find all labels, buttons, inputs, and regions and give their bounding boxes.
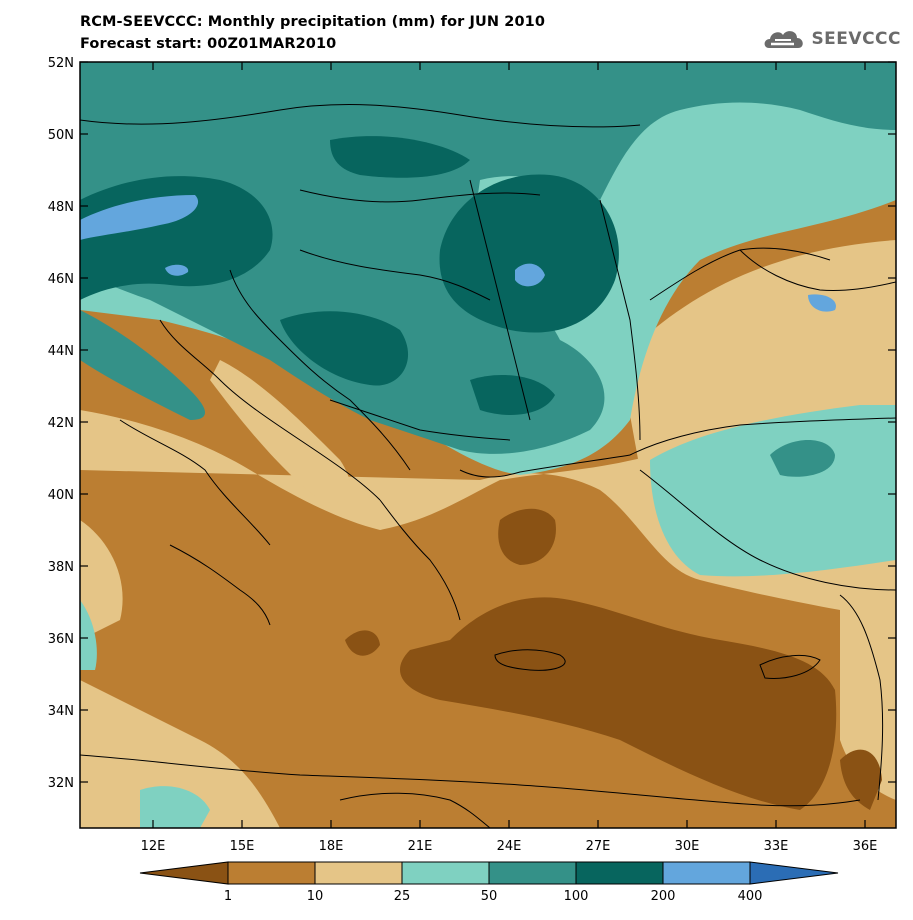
field-100-200 [80,62,896,454]
lat-label: 46N [48,272,74,287]
lat-label: 50N [48,128,74,143]
lon-label: 24E [497,839,522,854]
lon-label: 30E [675,839,700,854]
lon-label: 36E [853,839,878,854]
lon-label: 21E [408,839,433,854]
lat-label: 38N [48,560,74,575]
lat-label: 44N [48,344,74,359]
colorbar-box [227,861,316,885]
lat-label: 42N [48,416,74,431]
lon-label: 18E [319,839,344,854]
colorbar-label: 1 [224,889,232,904]
map-frame [79,61,897,829]
logo-text: SEEVCCC [811,29,901,49]
lat-label: 34N [48,704,74,719]
lon-label: 33E [764,839,789,854]
lat-label: 32N [48,776,74,791]
latitude-axis: 52N 50N 48N 46N 44N 42N 40N 38N 36N 34N 32N [48,56,896,791]
colorbar-box [575,861,664,885]
colorbar-label: 50 [481,889,498,904]
map-title: RCM-SEEVCCC: Monthly precipitation (mm) … [80,14,546,30]
colorbar-box [401,861,490,885]
colorbar: 1 10 25 50 100 200 400 [139,861,839,904]
lon-label: 27E [586,839,611,854]
colorbar-under-arrow [139,861,229,885]
colorbar-label: 200 [651,889,676,904]
colorbar-over-arrow [749,861,839,885]
forecast-start-label: Forecast start: 00Z01MAR2010 [80,36,337,52]
lat-label: 52N [48,56,74,71]
lat-label: 40N [48,488,74,503]
colorbar-label: 25 [394,889,411,904]
colorbar-box [662,861,751,885]
colorbar-label: 400 [738,889,763,904]
colorbar-box [314,861,403,885]
lat-label: 36N [48,632,74,647]
lon-label: 12E [141,839,166,854]
colorbar-label: 100 [564,889,589,904]
lon-label: 15E [230,839,255,854]
seevccc-logo: SEEVCCC [761,24,901,54]
precipitation-fields [80,62,896,828]
colorbar-label: 10 [307,889,324,904]
longitude-axis: 12E 15E 18E 21E 24E 27E 30E 33E 36E [141,62,878,854]
field-1-10 [400,597,837,810]
lat-label: 48N [48,200,74,215]
colorbar-box [488,861,577,885]
field-over-400 [80,195,199,240]
coastlines-and-borders [80,104,896,828]
cloud-icon [765,31,804,48]
